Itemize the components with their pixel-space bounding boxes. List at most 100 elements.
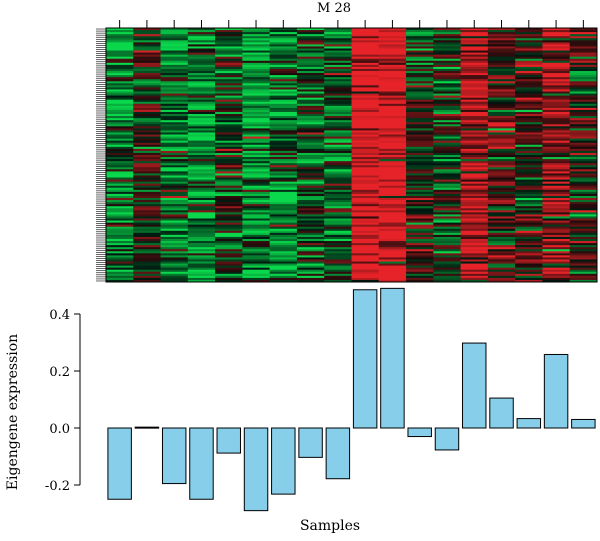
heatmap-cell (106, 152, 134, 156)
heatmap-cell (542, 157, 571, 160)
heatmap-cell (487, 257, 516, 260)
heatmap-cell (187, 148, 216, 152)
heatmap-cell (487, 169, 516, 172)
heatmap-cell (378, 132, 407, 135)
heatmap-cell (215, 126, 243, 129)
heatmap-cell (133, 198, 161, 201)
heatmap-cell (378, 230, 407, 234)
heatmap-cell (242, 93, 271, 96)
heatmap-cell (187, 116, 216, 119)
heatmap-cell (460, 52, 489, 56)
heatmap-cell (242, 120, 271, 123)
heatmap-cell (160, 77, 189, 80)
heatmap-cell (460, 169, 489, 172)
heatmap-cell (296, 263, 325, 267)
heatmap-cell (269, 161, 298, 164)
heatmap-cell (296, 60, 325, 64)
heatmap-cell (487, 34, 516, 37)
heatmap-cell (324, 105, 352, 109)
heatmap-cell (542, 265, 571, 269)
heatmap-cell (324, 271, 352, 275)
heatmap-cell (542, 85, 571, 88)
heatmap-cell (269, 54, 298, 58)
heatmap-cell (487, 267, 516, 271)
heatmap-cell (515, 218, 543, 221)
heatmap-cell (351, 220, 380, 223)
heatmap-cell (433, 142, 462, 146)
heatmap-cell (569, 144, 598, 148)
heatmap-cell (378, 198, 407, 201)
heatmap-cell (160, 161, 189, 164)
heatmap-cell (187, 189, 216, 193)
heatmap-cell (378, 38, 407, 41)
heatmap-cell (406, 249, 434, 252)
heatmap-cell (133, 245, 161, 248)
heatmap-cell (542, 107, 571, 111)
heatmap-cell (187, 218, 216, 221)
heatmap-cell (378, 81, 407, 84)
heatmap-cell (324, 220, 352, 223)
heatmap-cell (542, 271, 571, 275)
heatmap-cell (133, 87, 161, 90)
y-tick-label: 0.2 (49, 365, 70, 380)
heatmap-cell (515, 140, 543, 144)
y-axis-ticks: 0.40.20.0-0.2 (45, 308, 80, 494)
heatmap-cell (515, 146, 543, 150)
heatmap-cell (324, 161, 352, 164)
heatmap-cell (324, 165, 352, 168)
heatmap-cell (133, 116, 161, 119)
heatmap-cell (187, 208, 216, 211)
heatmap-cell (296, 243, 325, 246)
heatmap-cell (296, 255, 325, 258)
heatmap-cell (215, 251, 243, 254)
heatmap-cell (487, 161, 516, 164)
heatmap-cell (242, 134, 271, 137)
heatmap-cell (324, 132, 352, 135)
heatmap-cell (160, 46, 189, 49)
heatmap-cell (433, 167, 462, 170)
heatmap-cell (133, 228, 161, 232)
heatmap-cell (351, 224, 380, 228)
heatmap-cell (351, 44, 380, 47)
heatmap-cell (351, 38, 380, 41)
heatmap-cell (351, 99, 380, 103)
heatmap-cell (215, 136, 243, 140)
heatmap-cell (569, 120, 598, 123)
heatmap-cell (569, 60, 598, 64)
heatmap-cell (242, 73, 271, 76)
heatmap-cell (487, 71, 516, 74)
heatmap-cell (215, 271, 243, 275)
heatmap-cell (378, 30, 407, 33)
heatmap-cell (160, 181, 189, 185)
heatmap-cell (242, 79, 271, 82)
heatmap-cell (160, 50, 189, 53)
heatmap-cell (269, 155, 298, 158)
heatmap-cell (487, 114, 516, 117)
heatmap-cell (569, 277, 598, 281)
heatmap-cell (324, 208, 352, 211)
heatmap-cell (133, 271, 161, 275)
heatmap-cell (542, 38, 571, 41)
heatmap-cell (378, 222, 407, 226)
heatmap-cell (160, 111, 189, 115)
heatmap-cell (106, 167, 134, 170)
heatmap-cell (269, 273, 298, 277)
heatmap-cell (542, 71, 571, 74)
heatmap-cell (433, 109, 462, 113)
heatmap-cell (324, 30, 352, 33)
heatmap-cell (569, 95, 598, 99)
heatmap-cell (487, 152, 516, 156)
heatmap-cell (569, 216, 598, 219)
heatmap-cell (351, 222, 380, 226)
heatmap-cell (515, 210, 543, 213)
heatmap-cell (133, 243, 161, 246)
heatmap-cell (160, 87, 189, 90)
heatmap-cell (160, 163, 189, 166)
heatmap-cell (269, 193, 298, 197)
heatmap-cell (433, 236, 462, 240)
heatmap-cell (324, 157, 352, 160)
heatmap-cell (160, 83, 189, 86)
heatmap-cell (106, 245, 134, 248)
heatmap-cell (569, 261, 598, 264)
heatmap-cell (215, 54, 243, 58)
